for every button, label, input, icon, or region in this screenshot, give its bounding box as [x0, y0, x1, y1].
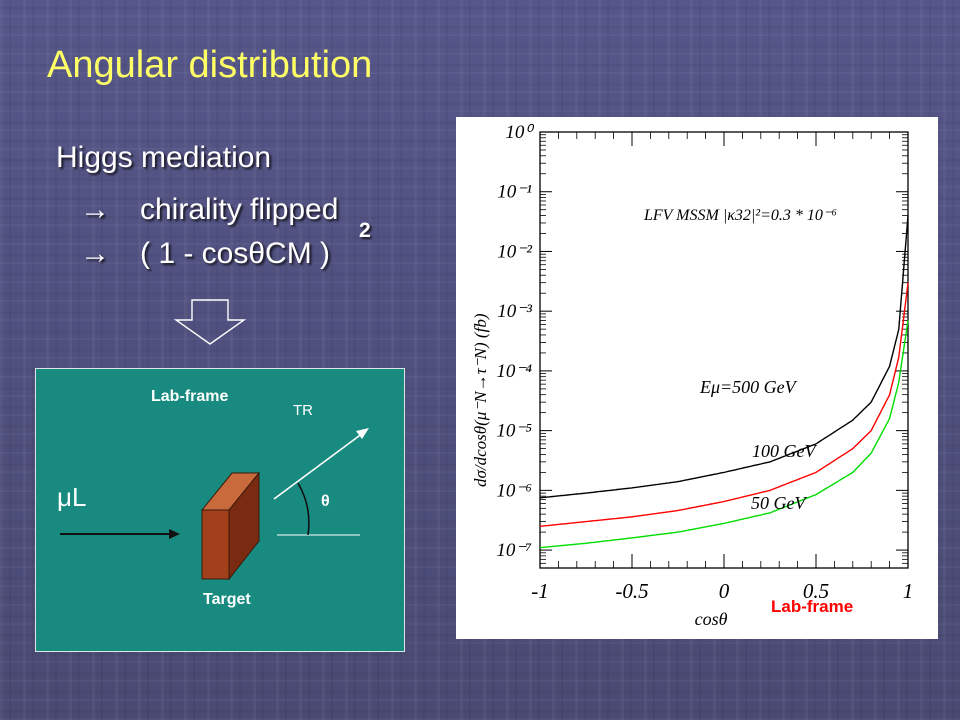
muon-label: μL: [57, 482, 87, 512]
x-tick-label: 0.5: [803, 579, 829, 603]
target-label: Target: [203, 591, 251, 608]
x-axis-label: cosθ: [695, 609, 728, 629]
slide-title: Angular distribution: [47, 44, 373, 86]
cross-section-plot: 10⁰ 10⁻¹ 10⁻² 10⁻³ 10⁻⁴ 10⁻⁵ 10⁻⁶ 10⁻⁷ -1 -0.5 0 0.…: [456, 117, 938, 639]
theta-label: θ: [321, 493, 330, 510]
series-line-2: [539, 320, 909, 549]
x-tick-label: -0.5: [615, 579, 648, 603]
bullet-higgs-mediation: Higgs mediation: [56, 141, 272, 174]
y-tick-label: 10⁻⁵: [496, 421, 532, 442]
y-tick-label: 10⁻⁶: [496, 480, 532, 501]
series-label-2: 50 GeV: [751, 493, 807, 513]
series-label-0: Eμ=500 GeV: [699, 377, 798, 397]
outgoing-arrowhead: [356, 428, 369, 439]
y-tick-label: 10⁻²: [497, 241, 532, 262]
angle-arc: [297, 482, 310, 536]
series-label-1: 100 GeV: [752, 441, 817, 461]
y-axis-label: dσ/dcosθ(μ⁻N→τ⁻N) (fb): [471, 313, 490, 487]
lab-frame-diagram: Lab-frame TR μL θ Target: [35, 368, 405, 652]
y-tick-label: 10⁻¹: [497, 182, 532, 203]
series-line-0: [539, 215, 909, 499]
x-tick-label: -1: [531, 579, 549, 603]
diagram-graphics: [60, 428, 369, 581]
down-arrow-icon: [168, 298, 248, 353]
outgoing-tau-arrow: [273, 432, 364, 500]
plot-frame: [539, 131, 909, 569]
y-tick-label: 10⁰: [505, 122, 534, 143]
y-tick-label: 10⁻³: [497, 301, 532, 322]
bullet-chirality-flipped: → chirality flipped: [80, 193, 339, 226]
target-block: [200, 471, 261, 581]
y-tick-label: 10⁻⁷: [496, 540, 532, 561]
formula-superscript: 2: [359, 219, 371, 242]
x-tick-label: 0: [719, 579, 730, 603]
y-tick-label: 10⁻⁴: [496, 361, 532, 382]
series-line-1: [539, 282, 909, 527]
x-tick-label: 1: [903, 579, 914, 603]
lab-frame-label: Lab-frame: [151, 388, 229, 405]
plot-title: LFV MSSM |κ32|²=0.3 * 10⁻⁶: [643, 207, 837, 224]
tr-label: TR: [293, 402, 313, 419]
plot-svg: 10⁰ 10⁻¹ 10⁻² 10⁻³ 10⁻⁴ 10⁻⁵ 10⁻⁶ 10⁻⁷ -1 -0.5 0 0.…: [471, 122, 914, 629]
bullet-cos-formula: → ( 1 - cosθCM ): [80, 237, 331, 270]
incoming-arrowhead: [169, 529, 180, 539]
plot-lab-frame-label: Lab-frame: [771, 597, 854, 616]
